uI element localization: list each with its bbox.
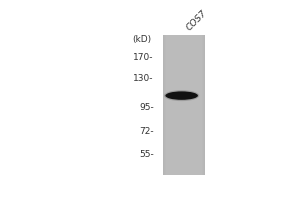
FancyBboxPatch shape	[163, 35, 164, 175]
Text: 55-: 55-	[139, 150, 154, 159]
Text: 130-: 130-	[133, 74, 154, 83]
Text: 95-: 95-	[139, 103, 154, 112]
Ellipse shape	[164, 90, 199, 101]
Text: 72-: 72-	[139, 127, 154, 136]
Ellipse shape	[165, 91, 198, 100]
Text: 170-: 170-	[133, 53, 154, 62]
FancyBboxPatch shape	[163, 35, 205, 175]
Text: (kD): (kD)	[132, 35, 152, 44]
Text: COS7: COS7	[185, 9, 209, 32]
